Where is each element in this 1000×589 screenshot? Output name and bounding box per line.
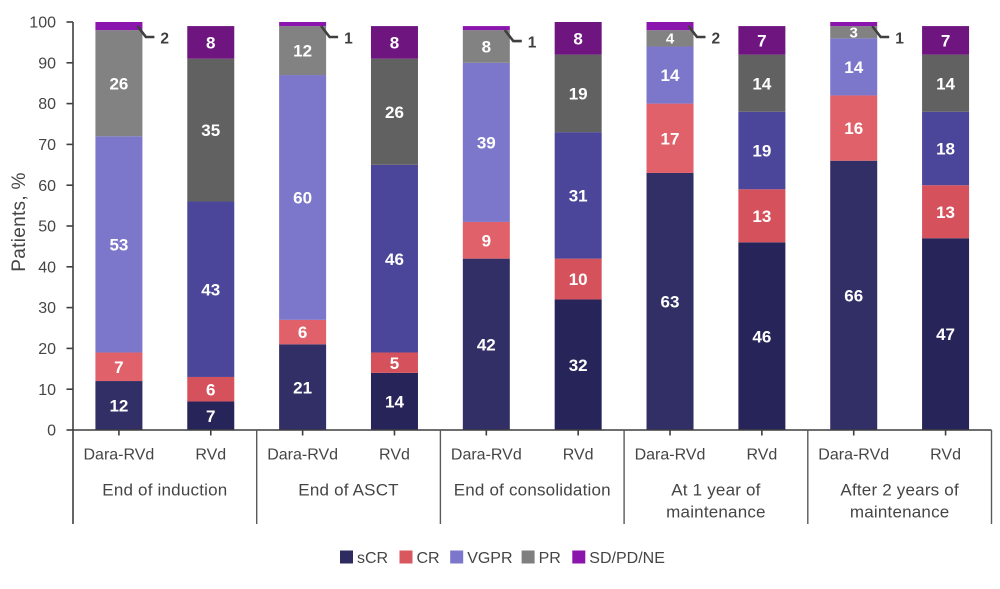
svg-text:RVd: RVd xyxy=(379,447,410,464)
svg-text:maintenance: maintenance xyxy=(850,503,950,522)
svg-text:maintenance: maintenance xyxy=(666,503,766,522)
svg-text:1: 1 xyxy=(895,31,904,48)
svg-text:Dara-RVd: Dara-RVd xyxy=(818,447,889,464)
svg-text:60: 60 xyxy=(293,189,312,208)
svg-text:Patients, %: Patients, % xyxy=(9,172,30,271)
svg-text:60: 60 xyxy=(38,178,56,195)
svg-text:End of induction: End of induction xyxy=(102,481,227,500)
svg-text:70: 70 xyxy=(38,137,56,154)
svg-text:13: 13 xyxy=(936,203,955,222)
svg-text:20: 20 xyxy=(38,341,56,358)
svg-text:8: 8 xyxy=(482,38,491,57)
svg-text:90: 90 xyxy=(38,55,56,72)
svg-text:14: 14 xyxy=(936,74,955,93)
svg-text:16: 16 xyxy=(844,119,863,138)
svg-text:8: 8 xyxy=(206,34,215,53)
svg-text:SD/PD/NE: SD/PD/NE xyxy=(589,550,665,567)
svg-text:26: 26 xyxy=(385,103,404,122)
svg-text:Dara-RVd: Dara-RVd xyxy=(83,447,154,464)
svg-text:80: 80 xyxy=(38,96,56,113)
svg-text:10: 10 xyxy=(38,382,56,399)
svg-text:13: 13 xyxy=(752,207,771,226)
svg-text:66: 66 xyxy=(844,286,863,305)
svg-text:7: 7 xyxy=(941,31,950,50)
svg-text:10: 10 xyxy=(569,270,588,289)
svg-text:14: 14 xyxy=(661,66,680,85)
svg-text:Dara-RVd: Dara-RVd xyxy=(451,447,522,464)
svg-text:0: 0 xyxy=(47,423,56,440)
svg-text:12: 12 xyxy=(109,397,128,416)
svg-text:9: 9 xyxy=(482,231,491,250)
svg-text:End of ASCT: End of ASCT xyxy=(298,481,398,500)
svg-text:42: 42 xyxy=(477,335,496,354)
svg-text:3: 3 xyxy=(850,25,858,42)
svg-text:8: 8 xyxy=(390,34,399,53)
svg-text:End of consolidation: End of consolidation xyxy=(454,481,611,500)
svg-text:sCR: sCR xyxy=(357,550,388,567)
svg-text:After 2 years of: After 2 years of xyxy=(840,481,959,500)
svg-text:RVd: RVd xyxy=(195,447,226,464)
svg-text:14: 14 xyxy=(385,393,404,412)
svg-text:47: 47 xyxy=(936,325,955,344)
svg-text:31: 31 xyxy=(569,187,588,206)
svg-text:46: 46 xyxy=(385,250,404,269)
svg-text:19: 19 xyxy=(569,85,588,104)
svg-text:7: 7 xyxy=(114,358,123,377)
svg-text:32: 32 xyxy=(569,356,588,375)
svg-text:100: 100 xyxy=(29,15,56,32)
svg-text:63: 63 xyxy=(661,293,680,312)
svg-text:VGPR: VGPR xyxy=(467,550,512,567)
svg-text:1: 1 xyxy=(344,31,353,48)
svg-text:50: 50 xyxy=(38,219,56,236)
svg-text:53: 53 xyxy=(109,235,128,254)
svg-text:43: 43 xyxy=(201,280,220,299)
svg-text:PR: PR xyxy=(539,550,561,567)
svg-text:30: 30 xyxy=(38,300,56,317)
svg-text:RVd: RVd xyxy=(930,447,961,464)
svg-text:RVd: RVd xyxy=(746,447,777,464)
svg-text:14: 14 xyxy=(844,58,863,77)
svg-text:39: 39 xyxy=(477,133,496,152)
svg-text:2: 2 xyxy=(160,31,169,48)
svg-text:RVd: RVd xyxy=(563,447,594,464)
svg-text:4: 4 xyxy=(666,31,675,48)
svg-text:6: 6 xyxy=(298,323,307,342)
svg-text:26: 26 xyxy=(109,74,128,93)
svg-text:8: 8 xyxy=(573,29,582,48)
svg-text:17: 17 xyxy=(661,129,680,148)
svg-text:12: 12 xyxy=(293,42,312,61)
svg-text:At 1 year of: At 1 year of xyxy=(671,481,760,500)
svg-text:2: 2 xyxy=(712,31,721,48)
svg-text:40: 40 xyxy=(38,259,56,276)
svg-text:6: 6 xyxy=(206,380,215,399)
svg-text:21: 21 xyxy=(293,378,312,397)
svg-text:Dara-RVd: Dara-RVd xyxy=(267,447,338,464)
svg-text:5: 5 xyxy=(390,354,399,373)
svg-text:CR: CR xyxy=(417,550,440,567)
svg-text:7: 7 xyxy=(206,407,215,426)
svg-text:Dara-RVd: Dara-RVd xyxy=(635,447,706,464)
svg-text:7: 7 xyxy=(757,31,766,50)
svg-text:1: 1 xyxy=(528,35,537,52)
svg-text:35: 35 xyxy=(201,121,220,140)
svg-text:46: 46 xyxy=(752,327,771,346)
svg-text:19: 19 xyxy=(752,142,771,161)
svg-text:14: 14 xyxy=(752,74,771,93)
svg-text:18: 18 xyxy=(936,140,955,159)
